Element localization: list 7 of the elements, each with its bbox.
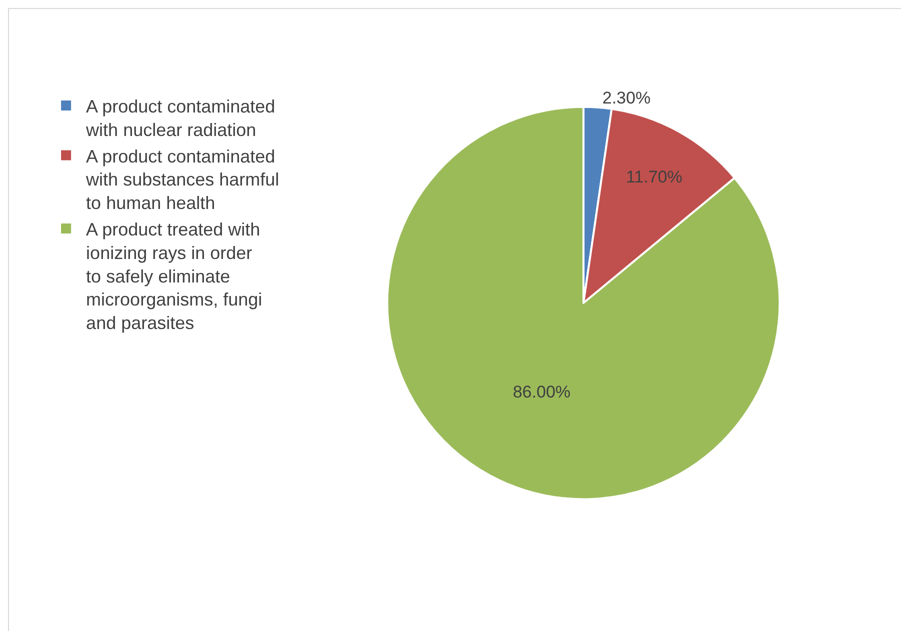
- data-label: 11.70%: [626, 168, 682, 187]
- legend-label: A product contaminated with substances harmful to human health: [85, 146, 280, 214]
- legend-label: A product contaminated with nuclear radiation: [85, 96, 276, 140]
- pie-slice: [386, 106, 780, 500]
- data-label: 86.00%: [512, 382, 571, 402]
- legend-label: A product treated with ionizing rays in order to safely eliminate microorganisms, fungi and parasites: [86, 220, 262, 334]
- data-label: 2.30%: [602, 88, 651, 108]
